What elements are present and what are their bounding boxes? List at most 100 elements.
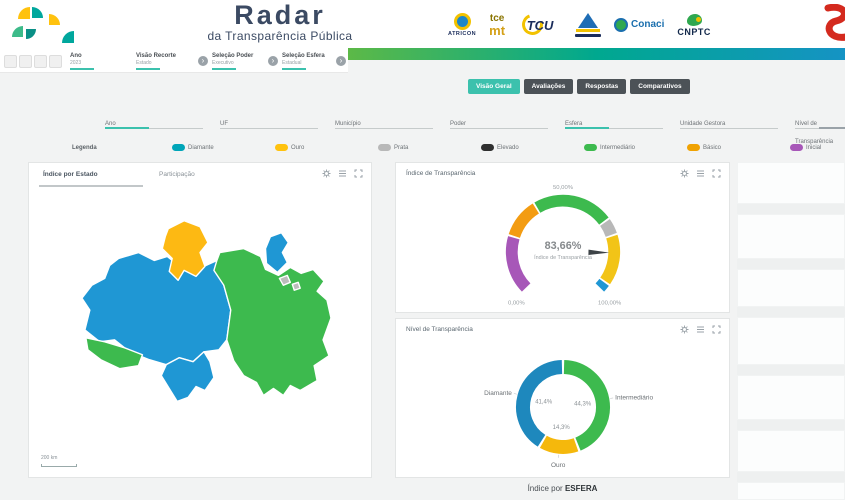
legend-title: Legenda <box>72 145 97 151</box>
filter-label: Unidade Gestora <box>680 121 726 127</box>
tab-avaliacoes[interactable]: Avaliações <box>523 79 574 94</box>
filter-selection-bar <box>105 127 149 129</box>
pyramid-logo <box>575 13 602 37</box>
island-fragment[interactable] <box>278 274 291 286</box>
tce-mt-logo: tce mt <box>489 13 505 37</box>
tcu-label: TCU <box>526 17 554 33</box>
filter-label: Município <box>335 121 361 127</box>
side-panel-card <box>737 317 845 365</box>
filter-label: UF <box>220 121 228 127</box>
legend-label: Elevado <box>497 144 519 151</box>
panel-title: Índice de Transparência <box>406 170 476 177</box>
placeholder-box <box>34 55 47 68</box>
tcu-logo: TCU <box>518 10 562 39</box>
side-panel-card <box>737 375 845 420</box>
tab-comparativos[interactable]: Comparativos <box>630 79 690 94</box>
map-scale-bar <box>41 464 77 467</box>
island-fragment[interactable] <box>291 281 301 291</box>
svg-text:83,66%: 83,66% <box>545 240 582 252</box>
filter-selection-bar <box>565 127 609 129</box>
svg-text:Ouro: Ouro <box>551 462 566 469</box>
svg-text:Índice de Transparência: Índice de Transparência <box>534 254 592 261</box>
step-underline <box>282 68 306 70</box>
filter-uf[interactable]: UF <box>220 112 318 129</box>
app-header: Radar da Transparência Pública ATRICON t… <box>0 0 845 50</box>
state-rondonia[interactable] <box>160 351 215 403</box>
filter-unidade-gestora[interactable]: Unidade Gestora <box>680 112 778 129</box>
filter-nivel-transparencia[interactable]: Nível de Transparência <box>795 112 845 145</box>
chevron-right-icon <box>268 56 278 66</box>
side-panel-card <box>737 269 845 307</box>
menu-icon[interactable] <box>338 169 347 178</box>
next-panel-title: Índice por ESFERA <box>395 484 730 493</box>
state-roraima[interactable] <box>161 220 209 282</box>
atricon-logo: ATRICON <box>448 12 477 38</box>
legend-item-diamante: Diamante <box>172 144 214 151</box>
menu-icon[interactable] <box>696 169 705 178</box>
legend-item-elevado: Elevado <box>481 144 519 151</box>
filter-poder[interactable]: Poder <box>450 112 548 129</box>
step-poder[interactable]: Seleção Poder Executivo <box>212 53 253 73</box>
fullscreen-icon[interactable] <box>354 169 363 178</box>
map-panel: Índice por Estado Participação 200 km <box>28 162 372 478</box>
step-ano[interactable]: Ano 2023 <box>70 53 94 73</box>
app-title: Radar <box>234 0 326 30</box>
pyramid-base <box>576 29 601 32</box>
atricon-ring-icon <box>453 12 471 30</box>
conaci-label: Conaci <box>631 19 665 30</box>
tab-respostas[interactable]: Respostas <box>577 79 627 94</box>
step-underline <box>136 68 160 70</box>
conaci-logo: Conaci <box>614 18 664 32</box>
state-acre[interactable] <box>85 337 144 370</box>
side-panel-card <box>737 162 845 204</box>
filter-municipio[interactable]: Município <box>335 112 433 129</box>
fullscreen-icon[interactable] <box>712 325 721 334</box>
state-amapa[interactable] <box>264 231 290 274</box>
placeholder-box <box>19 55 32 68</box>
pyramid-caption <box>575 34 602 37</box>
side-panel-card <box>737 482 845 500</box>
legend-swatch <box>481 144 494 151</box>
svg-text:0,00%: 0,00% <box>508 300 525 306</box>
atricon-label: ATRICON <box>448 30 477 37</box>
brazil-north-map <box>81 220 332 403</box>
settings-icon[interactable] <box>680 169 689 178</box>
svg-text:14,3%: 14,3% <box>553 425 571 431</box>
filter-esfera[interactable]: Esfera <box>565 112 663 129</box>
step-subtitle: 2023 <box>70 60 82 66</box>
side-panel-card <box>737 430 845 472</box>
step-esfera[interactable]: Seleção Esfera Estadual <box>282 53 325 73</box>
filter-label: Poder <box>450 121 467 127</box>
legend-item-intermediario: Intermediário <box>584 144 635 151</box>
state-para[interactable] <box>213 247 332 397</box>
active-tab-underline <box>39 185 143 187</box>
step-underline <box>70 68 94 70</box>
globe-icon <box>614 18 629 32</box>
panel-toolbar <box>680 169 721 178</box>
footer-prefix: Índice por <box>527 484 563 493</box>
tab-visao-geral[interactable]: Visão Geral <box>468 79 520 94</box>
filter-label: Esfera <box>565 121 583 127</box>
chevron-right-icon <box>336 56 346 66</box>
menu-icon[interactable] <box>696 325 705 334</box>
step-subtitle: Estado <box>136 60 152 66</box>
footer-emphasis: ESFERA <box>564 484 598 493</box>
placeholder-box <box>4 55 17 68</box>
step-recorte[interactable]: Visão Recorte Estado <box>136 53 176 73</box>
step-title: Seleção Esfera <box>282 53 325 59</box>
legend-label: Diamante <box>188 144 214 151</box>
settings-icon[interactable] <box>322 169 331 178</box>
map-scale: 200 km <box>41 446 77 467</box>
step-title: Seleção Poder <box>212 53 254 59</box>
filter-ano[interactable]: Ano <box>105 112 203 129</box>
fullscreen-icon[interactable] <box>712 169 721 178</box>
map-scale-label: 200 km <box>41 455 58 461</box>
tab-indice-por-estado[interactable]: Índice por Estado <box>43 171 98 178</box>
settings-icon[interactable] <box>680 325 689 334</box>
tab-participacao[interactable]: Participação <box>159 171 195 178</box>
legend-label: Inicial <box>806 144 822 151</box>
legend-label: Ouro <box>291 144 305 151</box>
step-underline <box>212 68 236 70</box>
svg-text:50,00%: 50,00% <box>553 185 574 191</box>
brazil-map-icon <box>686 13 702 26</box>
